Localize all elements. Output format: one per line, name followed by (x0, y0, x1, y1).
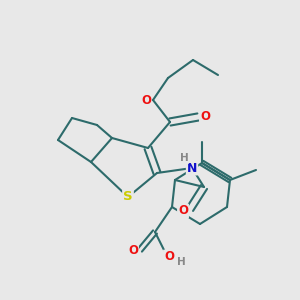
Text: N: N (187, 161, 197, 175)
Text: H: H (180, 153, 188, 163)
Text: O: O (141, 94, 151, 106)
Text: O: O (200, 110, 210, 124)
Text: O: O (178, 205, 188, 218)
Text: O: O (164, 250, 174, 263)
Text: S: S (123, 190, 133, 203)
Text: O: O (128, 244, 138, 256)
Text: H: H (177, 257, 185, 267)
